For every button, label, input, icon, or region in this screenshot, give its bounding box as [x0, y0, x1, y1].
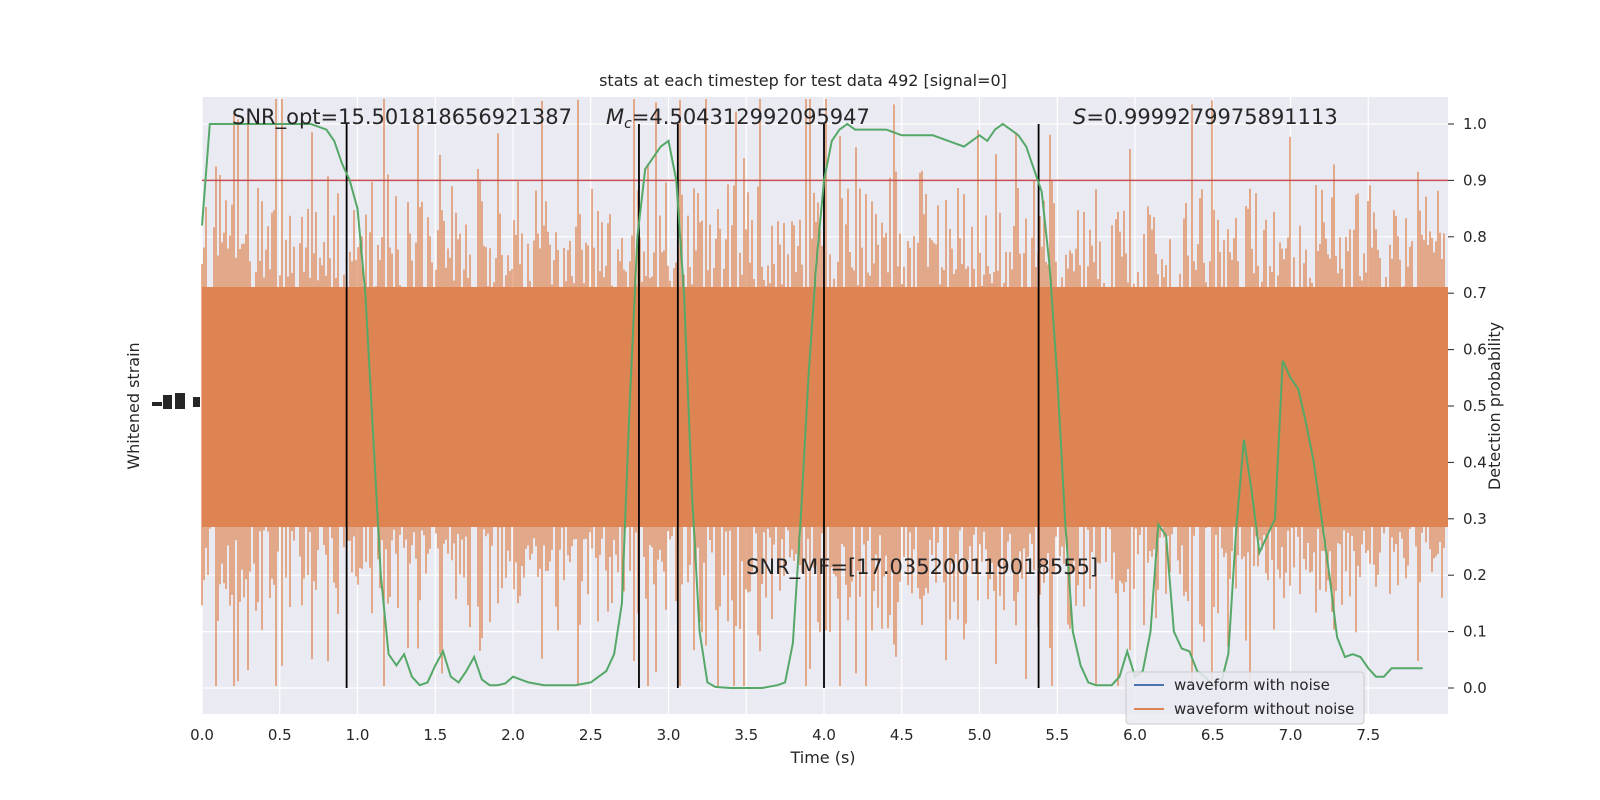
x-tick-label: 3.0 — [657, 726, 681, 744]
chirp-mass-subscript: c — [624, 116, 632, 132]
x-tick-label: 5.5 — [1045, 726, 1069, 744]
legend-label-with-noise: waveform with noise — [1174, 676, 1330, 694]
x-tick-label: 5.0 — [968, 726, 992, 744]
x-tick-label: 2.0 — [501, 726, 525, 744]
snr-mf-annotation: SNR_MF=[17.035200119018555] — [746, 555, 1098, 580]
x-axis-label: Time (s) — [789, 748, 855, 767]
y-tick-label: 0.0 — [1463, 679, 1487, 697]
x-tick-label: 6.0 — [1123, 726, 1147, 744]
right-y-axis-ticks: 0.0 0.1 0.2 0.3 0.4 0.5 0.6 0.7 0.8 0.9 1.0 — [1448, 115, 1487, 697]
y-tick-label: 0.4 — [1463, 453, 1487, 471]
x-tick-label: 4.0 — [812, 726, 836, 744]
x-tick-label: 7.0 — [1279, 726, 1303, 744]
x-tick-label: 4.5 — [890, 726, 914, 744]
right-y-axis-label: Detection probability — [1485, 322, 1504, 490]
x-tick-label: 7.5 — [1356, 726, 1380, 744]
x-tick-label: 1.5 — [423, 726, 447, 744]
left-y-axis-label: Whitened strain — [124, 342, 143, 469]
detection-probability-line — [201, 122, 1423, 689]
legend: waveform with noise waveform without noi… — [1125, 671, 1365, 725]
x-tick-label: 0.0 — [190, 726, 214, 744]
y-tick-label: 0.5 — [1463, 397, 1487, 415]
chirp-mass-symbol: M — [606, 105, 624, 129]
y-tick-label: 0.2 — [1463, 566, 1487, 584]
y-tick-label: 1.0 — [1463, 115, 1487, 133]
noise-core-band — [202, 287, 1448, 527]
x-axis-ticks: 0.0 0.5 1.0 1.5 2.0 2.5 3.0 3.5 4.0 4.5 5.0 5.5 6.0 6… — [190, 726, 1380, 744]
x-tick-label: 0.5 — [268, 726, 292, 744]
y-tick-label: 0.8 — [1463, 228, 1487, 246]
chirp-mass-value: =4.504312992095947 — [632, 105, 870, 129]
y-tick-label: 0.7 — [1463, 284, 1487, 302]
x-tick-label: 3.5 — [734, 726, 758, 744]
s-value: =0.9999279975891113 — [1086, 105, 1337, 129]
chart-title: stats at each timestep for test data 492… — [599, 71, 1007, 90]
x-tick-label: 6.5 — [1201, 726, 1225, 744]
s-symbol: S — [1073, 105, 1086, 129]
snr-opt-annotation: SNR_opt=15.501818656921387 — [232, 105, 572, 130]
legend-box — [1125, 671, 1365, 725]
y-tick-label: 0.9 — [1463, 171, 1487, 189]
x-tick-label: 2.5 — [579, 726, 603, 744]
y-tick-label: 0.3 — [1463, 510, 1487, 528]
x-tick-label: 1.0 — [346, 726, 370, 744]
y-tick-label: 0.1 — [1463, 623, 1487, 641]
noise-spikes — [201, 99, 1447, 686]
y-tick-label: 0.6 — [1463, 341, 1487, 359]
chirp-mass-annotation: Mc=4.504312992095947 — [606, 105, 870, 132]
left-axis-tick-cluster — [152, 393, 200, 409]
legend-label-without-noise: waveform without noise — [1174, 700, 1354, 718]
s-annotation: S=0.9999279975891113 — [1073, 105, 1338, 129]
peak-markers — [345, 124, 1040, 688]
